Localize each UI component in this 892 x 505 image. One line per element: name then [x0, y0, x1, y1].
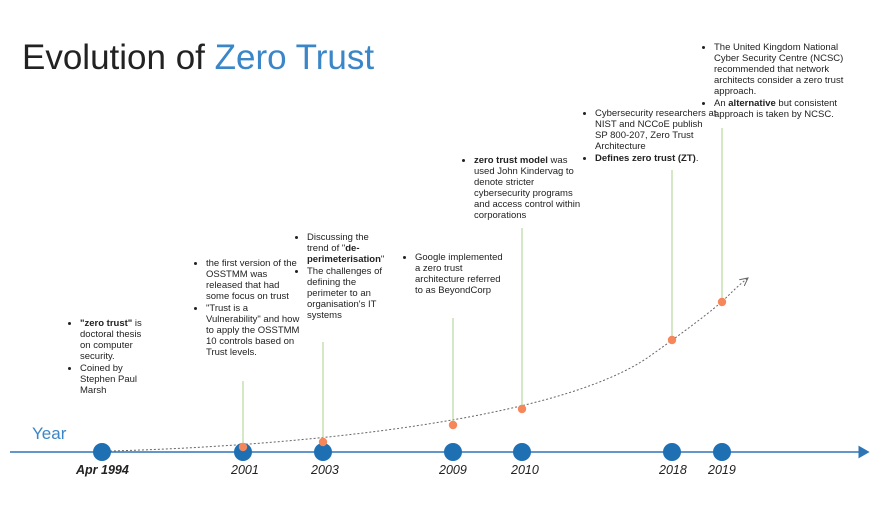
bullet-text: "Trust is a Vulnerability" and how to ap… — [206, 303, 300, 358]
event-note: Google implemented a zero trust architec… — [401, 252, 505, 297]
event-bullet: Coined by Stephen Paul Marsh — [80, 363, 152, 396]
bullet-text: " — [380, 254, 385, 265]
bullet-text: but consistent approach is taken by NCSC… — [714, 98, 838, 120]
bullet-text: "zero trust" — [80, 318, 133, 329]
bullet-text: is doctoral thesis on computer security. — [80, 318, 142, 362]
year-label: 2003 — [311, 463, 339, 477]
bullet-text: Defines zero trust (ZT) — [595, 153, 696, 164]
trend-point — [448, 420, 458, 430]
year-label: 2010 — [511, 463, 539, 477]
timeline-node — [234, 443, 252, 461]
timeline-node — [513, 443, 531, 461]
event-bullet: Google implemented a zero trust architec… — [415, 252, 505, 296]
year-label: 2009 — [439, 463, 467, 477]
bullet-text: The United Kingdom National Cyber Securi… — [714, 42, 844, 97]
bullet-text: the first version of the OSSTMM was rele… — [206, 258, 297, 302]
bullet-text: de-perimeterisation — [307, 243, 381, 265]
event-bullet: the first version of the OSSTMM was rele… — [206, 258, 304, 302]
event-bullet: Cybersecurity researchers at NIST and NC… — [595, 108, 717, 152]
timeline-node — [314, 443, 332, 461]
event-bullet: The challenges of defining the perimeter… — [307, 266, 385, 321]
event-bullet: "Trust is a Vulnerability" and how to ap… — [206, 303, 304, 358]
trend-point — [318, 437, 328, 447]
bullet-text: Discussing the trend of " — [307, 232, 369, 254]
axis-label-year: Year — [32, 424, 67, 443]
year-label: 2001 — [231, 463, 259, 477]
trend-point — [517, 404, 527, 414]
event-bullet: An alternative but consistent approach i… — [714, 98, 846, 120]
title-prefix: Evolution of — [22, 38, 215, 77]
event-bullet: zero trust model was used John Kindervag… — [474, 155, 586, 221]
event-bullet: "zero trust" is doctoral thesis on compu… — [80, 318, 152, 362]
title-accent: Zero Trust — [214, 38, 375, 77]
event-note: Discussing the trend of "de-perimeterisa… — [293, 232, 385, 322]
event-note: the first version of the OSSTMM was rele… — [192, 258, 304, 359]
page-title: Evolution of Zero Trust — [22, 38, 374, 78]
bullet-text: was used John Kindervag to denote strict… — [474, 155, 581, 221]
timeline-node — [663, 443, 681, 461]
timeline-node — [93, 443, 111, 461]
year-label: 2018 — [659, 463, 687, 477]
event-note: The United Kingdom National Cyber Securi… — [700, 42, 846, 121]
timeline-node — [713, 443, 731, 461]
trend-point — [238, 442, 248, 452]
bullet-text: Cybersecurity researchers at NIST and NC… — [595, 108, 717, 152]
bullet-text: An — [714, 98, 729, 109]
year-label: Apr 1994 — [76, 463, 129, 477]
event-bullet: The United Kingdom National Cyber Securi… — [714, 42, 846, 97]
trend-point — [667, 335, 677, 345]
event-note: zero trust model was used John Kindervag… — [460, 155, 586, 222]
bullet-text: zero trust model — [474, 155, 548, 166]
event-bullet: Defines zero trust (ZT). — [595, 153, 717, 164]
bullet-text: . — [695, 153, 699, 164]
event-note: "zero trust" is doctoral thesis on compu… — [66, 318, 152, 397]
event-bullet: Discussing the trend of "de-perimeterisa… — [307, 232, 385, 265]
event-note: Cybersecurity researchers at NIST and NC… — [581, 108, 717, 165]
timeline-node — [444, 443, 462, 461]
trend-point — [717, 297, 727, 307]
year-label: 2019 — [708, 463, 736, 477]
bullet-text: alternative — [728, 98, 776, 109]
bullet-text: Coined by Stephen Paul Marsh — [80, 363, 138, 396]
bullet-text: Google implemented a zero trust architec… — [415, 252, 503, 296]
bullet-text: The challenges of defining the perimeter… — [307, 266, 382, 321]
